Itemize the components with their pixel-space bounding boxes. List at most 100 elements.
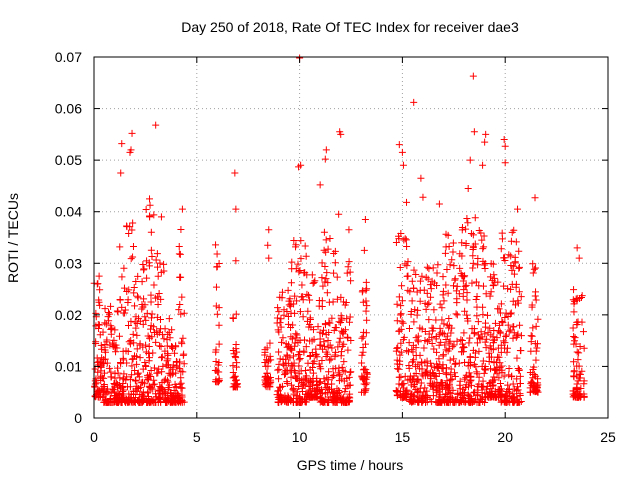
data-point [469, 259, 477, 267]
data-point [392, 347, 400, 355]
data-point [150, 281, 158, 289]
data-point [347, 277, 355, 285]
data-point [337, 130, 345, 138]
data-point [452, 310, 460, 318]
data-point [318, 389, 326, 397]
data-point [132, 324, 140, 332]
data-point [284, 312, 292, 320]
data-point [420, 388, 428, 396]
data-point [287, 279, 295, 287]
data-point [429, 369, 437, 377]
plot-frame [93, 56, 609, 419]
data-point [469, 72, 477, 80]
data-point [336, 334, 344, 342]
data-point [146, 201, 154, 209]
data-point [362, 329, 370, 337]
data-point [501, 142, 509, 150]
data-point [399, 393, 407, 401]
data-point [285, 342, 293, 350]
data-point [408, 297, 416, 305]
data-point [291, 292, 299, 300]
data-point [150, 329, 158, 337]
data-point [466, 334, 474, 342]
data-point [511, 301, 519, 309]
data-point [507, 309, 515, 317]
data-point [529, 324, 537, 332]
data-point [118, 396, 126, 404]
data-point [232, 310, 240, 318]
data-point [154, 272, 162, 280]
data-point [412, 344, 420, 352]
data-point [334, 369, 342, 377]
data-point [430, 279, 438, 287]
data-point [303, 290, 311, 298]
data-point [336, 394, 344, 402]
data-point [438, 378, 446, 386]
data-point [485, 349, 493, 357]
data-point [97, 367, 105, 375]
data-point [332, 348, 340, 356]
data-point [419, 396, 427, 404]
data-point [291, 309, 299, 317]
data-point [213, 250, 221, 258]
y-tick-label: 0.05 [55, 152, 82, 168]
data-point [125, 338, 133, 346]
data-point [482, 344, 490, 352]
data-point [116, 296, 124, 304]
data-point [319, 282, 327, 290]
data-point [310, 278, 318, 286]
data-point [121, 309, 129, 317]
data-point [275, 308, 283, 316]
data-point [453, 337, 461, 345]
data-point [321, 155, 329, 163]
data-point [143, 274, 151, 282]
data-point [101, 369, 109, 377]
data-point [470, 128, 478, 136]
data-point [92, 338, 100, 346]
data-point [508, 228, 516, 236]
data-point [456, 250, 464, 258]
data-point [127, 317, 135, 325]
data-point [473, 368, 481, 376]
data-point [134, 369, 142, 377]
data-point [331, 353, 339, 361]
y-tick-label: 0 [74, 410, 82, 426]
data-point [123, 383, 131, 391]
data-point [290, 236, 298, 244]
data-point [173, 389, 181, 397]
data-point [438, 304, 446, 312]
data-point [262, 378, 270, 386]
data-point [570, 340, 578, 348]
data-point [459, 348, 467, 356]
data-point [308, 271, 316, 279]
data-point [421, 358, 429, 366]
data-point [449, 398, 457, 406]
data-point [425, 299, 433, 307]
data-point [414, 336, 422, 344]
data-point [231, 169, 239, 177]
data-point [392, 239, 400, 247]
data-point [479, 303, 487, 311]
data-point [471, 388, 479, 396]
data-point [461, 375, 469, 383]
data-point [505, 371, 513, 379]
data-point [332, 390, 340, 398]
data-point [328, 344, 336, 352]
data-point [318, 356, 326, 364]
data-point [215, 358, 223, 366]
data-point [477, 328, 485, 336]
data-point [341, 368, 349, 376]
data-point [420, 344, 428, 352]
data-point [517, 398, 525, 406]
data-point [445, 315, 453, 323]
data-point [116, 374, 124, 382]
data-point [513, 354, 521, 362]
data-point [575, 374, 583, 382]
data-point [92, 309, 100, 317]
data-point [405, 324, 413, 332]
data-point [446, 356, 454, 364]
data-point [132, 313, 140, 321]
data-point [435, 200, 443, 208]
data-point [534, 315, 542, 323]
data-point [143, 309, 151, 317]
